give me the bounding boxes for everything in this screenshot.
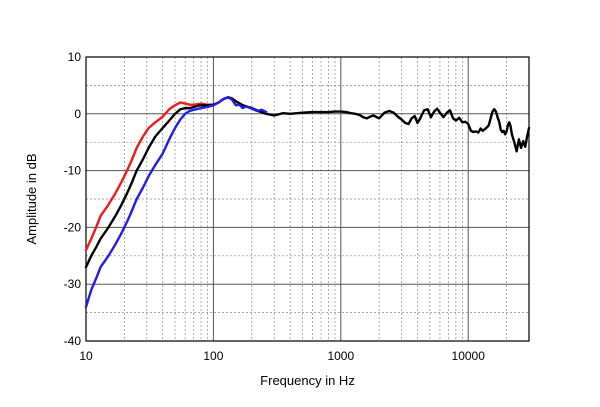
x-axis-title: Frequency in Hz <box>260 373 355 388</box>
x-tick-label: 10 <box>79 349 93 363</box>
x-tick-label: 1000 <box>327 349 354 363</box>
plot-frame <box>85 56 530 342</box>
y-tick-label: -40 <box>64 334 82 348</box>
y-tick-label: 10 <box>68 50 82 64</box>
y-tick-label: 0 <box>74 107 81 121</box>
blue-response-line <box>84 96 268 309</box>
series-lines <box>84 96 531 309</box>
y-tick-label: -20 <box>64 220 82 234</box>
black-response-line <box>84 96 531 269</box>
x-tick-label: 10000 <box>452 349 486 363</box>
grid-lines <box>86 57 529 341</box>
y-tick-label: -10 <box>64 164 82 178</box>
x-tick-label: 100 <box>203 349 223 363</box>
y-tick-label: -30 <box>64 277 82 291</box>
y-axis-title: Amplitude in dB <box>24 153 39 244</box>
